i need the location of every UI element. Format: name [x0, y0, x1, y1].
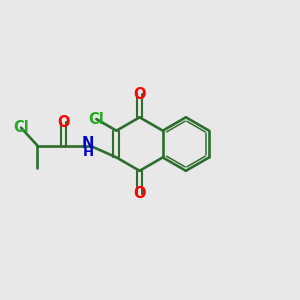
Text: O: O [57, 115, 70, 130]
Text: N: N [82, 136, 94, 151]
Text: Cl: Cl [88, 112, 104, 127]
Text: O: O [133, 87, 146, 102]
Text: H: H [82, 146, 94, 159]
Text: Cl: Cl [13, 120, 29, 135]
Text: O: O [133, 187, 146, 202]
